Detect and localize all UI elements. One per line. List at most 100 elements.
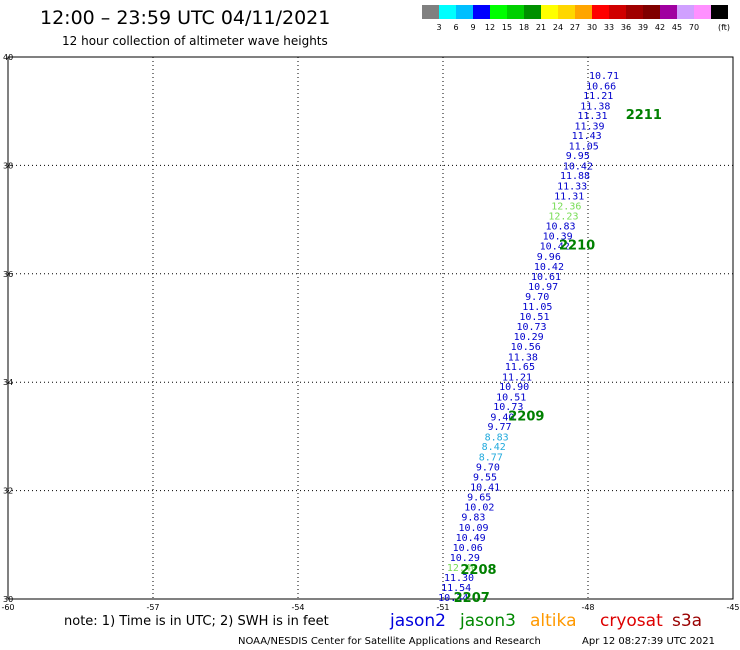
color-swatch <box>524 5 541 19</box>
colorbar-tick-label: 9 <box>470 23 475 32</box>
x-tick-label: -51 <box>436 603 449 612</box>
colorbar-tick-label: 42 <box>655 23 665 32</box>
wave-height-value: 11.38 <box>508 352 538 363</box>
colorbar-tick-label: 27 <box>570 23 580 32</box>
y-tick-label: 32 <box>3 487 13 496</box>
wave-height-value: 8.42 <box>482 442 506 453</box>
colorbar-unit-label: (ft) <box>718 23 730 32</box>
wave-height-value: 10.29 <box>450 553 480 564</box>
wave-height-value: 9.70 <box>476 462 500 473</box>
x-tick-label: -48 <box>581 603 594 612</box>
wave-height-value: 8.83 <box>485 432 509 443</box>
colorbar-tick-label: 21 <box>536 23 546 32</box>
wave-height-value: 11.39 <box>574 121 604 132</box>
wave-height-value: 11.31 <box>577 111 607 122</box>
pass-number-label: 2208 <box>460 563 496 578</box>
wave-height-labels: 10.3411.5411.3012.4010.2910.0610.4910.09… <box>438 71 619 604</box>
color-scale-legend: 3 6 9 12 15 18 21 24 27 30 33 36 39 42 45 70 (ft) <box>422 5 730 32</box>
colorbar-tick-label: 45 <box>672 23 682 32</box>
wave-height-value: 10.42 <box>534 262 564 273</box>
wave-height-value: 10.42 <box>563 161 593 172</box>
wave-height-value: 10.02 <box>464 502 494 513</box>
wave-height-value: 9.40 <box>490 412 514 423</box>
y-tick-label: 38 <box>3 161 13 170</box>
colorbar-tick-label: 33 <box>604 23 614 32</box>
wave-height-value: 9.55 <box>473 473 497 484</box>
colorbar-tick-label: 18 <box>519 23 529 32</box>
wave-height-value: 9.95 <box>566 151 590 162</box>
color-swatch <box>490 5 507 19</box>
wave-height-value: 9.65 <box>467 493 491 504</box>
color-swatch <box>694 5 711 19</box>
wave-height-value: 12.23 <box>548 211 578 222</box>
chart-subtitle: 12 hour collection of altimeter wave hei… <box>62 34 328 48</box>
wave-height-value: 10.49 <box>456 533 486 544</box>
wave-height-value: 10.61 <box>531 272 561 283</box>
pass-number-label: 2207 <box>454 591 490 606</box>
wave-height-value: 10.71 <box>589 71 619 82</box>
wave-height-value: 12.36 <box>551 202 581 213</box>
wave-height-value: 11.54 <box>441 583 471 594</box>
wave-height-value: 10.41 <box>470 482 500 493</box>
wave-height-value: 10.90 <box>499 382 529 393</box>
colorbar-tick-label: 12 <box>485 23 495 32</box>
wave-height-value: 10.83 <box>545 222 575 233</box>
colorbar-tick-label: 30 <box>587 23 597 32</box>
wave-height-value: 9.96 <box>537 252 561 263</box>
wave-height-value: 10.51 <box>519 312 549 323</box>
color-swatch <box>660 5 677 19</box>
satellite-s3a-label: s3a <box>672 611 702 631</box>
satellite-legend: jason2 jason3 altika cryosat s3a <box>389 611 702 631</box>
x-tick-label: -45 <box>726 603 739 612</box>
satellite-cryosat-label: cryosat <box>600 611 663 631</box>
wave-height-value: 10.42 <box>540 242 570 253</box>
wave-height-value: 12.40 <box>447 563 477 574</box>
color-swatch <box>609 5 626 19</box>
pass-labels: 2207 2208 2209 2210 2211 <box>454 108 662 606</box>
wave-height-value: 10.06 <box>453 543 483 554</box>
colorbar-tick-label: 3 <box>436 23 441 32</box>
wave-height-value: 10.09 <box>458 523 488 534</box>
color-swatch <box>507 5 524 19</box>
wave-height-value: 10.56 <box>511 342 541 353</box>
color-swatch <box>439 5 456 19</box>
color-swatch <box>575 5 592 19</box>
satellite-jason2-label: jason2 <box>389 611 446 631</box>
color-swatch <box>677 5 694 19</box>
wave-height-value: 11.05 <box>569 141 599 152</box>
pass-number-label: 2211 <box>626 108 662 123</box>
grid <box>8 57 733 599</box>
wave-height-value: 11.88 <box>560 171 590 182</box>
x-tick-label: -54 <box>291 603 304 612</box>
wave-height-value: 11.43 <box>572 131 602 142</box>
y-tick-label: 40 <box>3 53 13 62</box>
wave-height-value: 11.38 <box>580 101 610 112</box>
wave-height-value: 11.65 <box>505 362 535 373</box>
colorbar-tick-label: 70 <box>689 23 699 32</box>
colorbar-tick-label: 6 <box>453 23 458 32</box>
color-swatch <box>626 5 643 19</box>
footer-note: note: 1) Time is in UTC; 2) SWH is in fe… <box>64 614 329 629</box>
generated-timestamp: Apr 12 08:27:39 UTC 2021 <box>582 636 715 647</box>
colorbar-tick-label: 24 <box>553 23 563 32</box>
wave-height-value: 8.77 <box>479 453 503 464</box>
y-axis: 30 32 34 36 38 40 <box>3 53 13 604</box>
wave-height-value: 11.33 <box>557 182 587 193</box>
wave-height-value: 11.21 <box>583 91 613 102</box>
color-swatch <box>422 5 439 19</box>
color-swatch <box>558 5 575 19</box>
wave-height-value: 10.34 <box>438 593 468 604</box>
colorbar-tick-label: 36 <box>621 23 631 32</box>
y-tick-label: 30 <box>3 595 13 604</box>
colorbar-tick-label: 15 <box>502 23 512 32</box>
credit-text: NOAA/NESDIS Center for Satellite Applica… <box>238 636 541 647</box>
pass-number-label: 2210 <box>559 239 595 254</box>
color-swatch <box>541 5 558 19</box>
wave-height-value: 11.21 <box>502 372 532 383</box>
wave-height-value: 10.97 <box>528 282 558 293</box>
wave-height-value: 11.30 <box>444 573 474 584</box>
chart-title: 12:00 – 23:59 UTC 04/11/2021 <box>40 7 330 29</box>
plot-frame <box>7 56 734 600</box>
color-swatch <box>473 5 490 19</box>
